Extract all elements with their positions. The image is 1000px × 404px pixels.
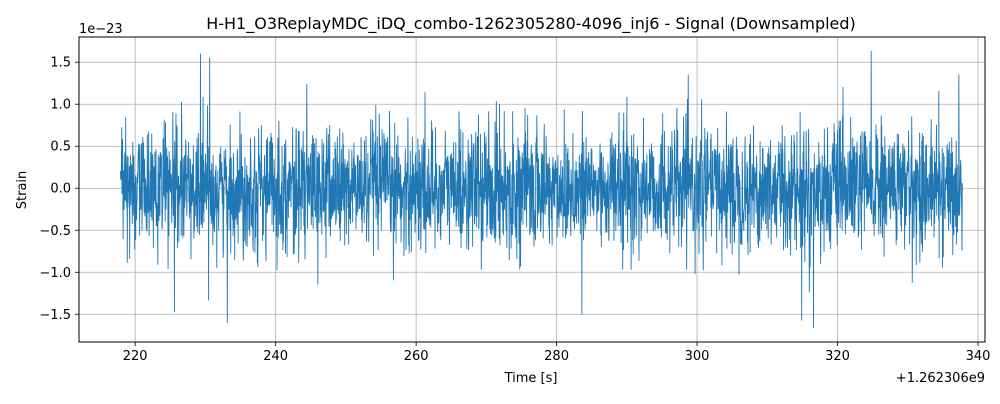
y-tick-label: 1.0 [50, 98, 71, 113]
x-tick-label: 260 [404, 349, 429, 364]
x-tick-label: 300 [685, 349, 710, 364]
strain-series-line [119, 50, 963, 329]
x-tick-label: 320 [825, 349, 850, 364]
chart-title: H-H1_O3ReplayMDC_iDQ_combo-1262305280-40… [206, 14, 856, 34]
x-tick-label: 280 [544, 349, 569, 364]
y-scale-label: 1e−23 [79, 22, 123, 37]
x-offset-label: +1.262306e9 [896, 371, 985, 386]
y-axis-label: Strain [15, 171, 30, 210]
y-tick-label: −1.0 [39, 266, 71, 281]
x-tick-label: 220 [123, 349, 148, 364]
x-tick-label: 340 [966, 349, 991, 364]
y-tick-label: −1.5 [39, 308, 71, 323]
data-series [119, 50, 963, 329]
y-axis-ticks: −1.5 −1.0 −0.5 0.0 0.5 1.0 1.5 [39, 56, 79, 323]
x-axis-ticks: 220 240 260 280 300 320 340 [123, 342, 991, 364]
y-tick-label: 1.5 [50, 56, 71, 71]
y-tick-label: −0.5 [39, 224, 71, 239]
y-tick-label: 0.0 [50, 182, 71, 197]
x-tick-label: 240 [263, 349, 288, 364]
y-tick-label: 0.5 [50, 140, 71, 155]
x-axis-label: Time [s] [504, 371, 558, 386]
plot-frame [78, 36, 986, 343]
